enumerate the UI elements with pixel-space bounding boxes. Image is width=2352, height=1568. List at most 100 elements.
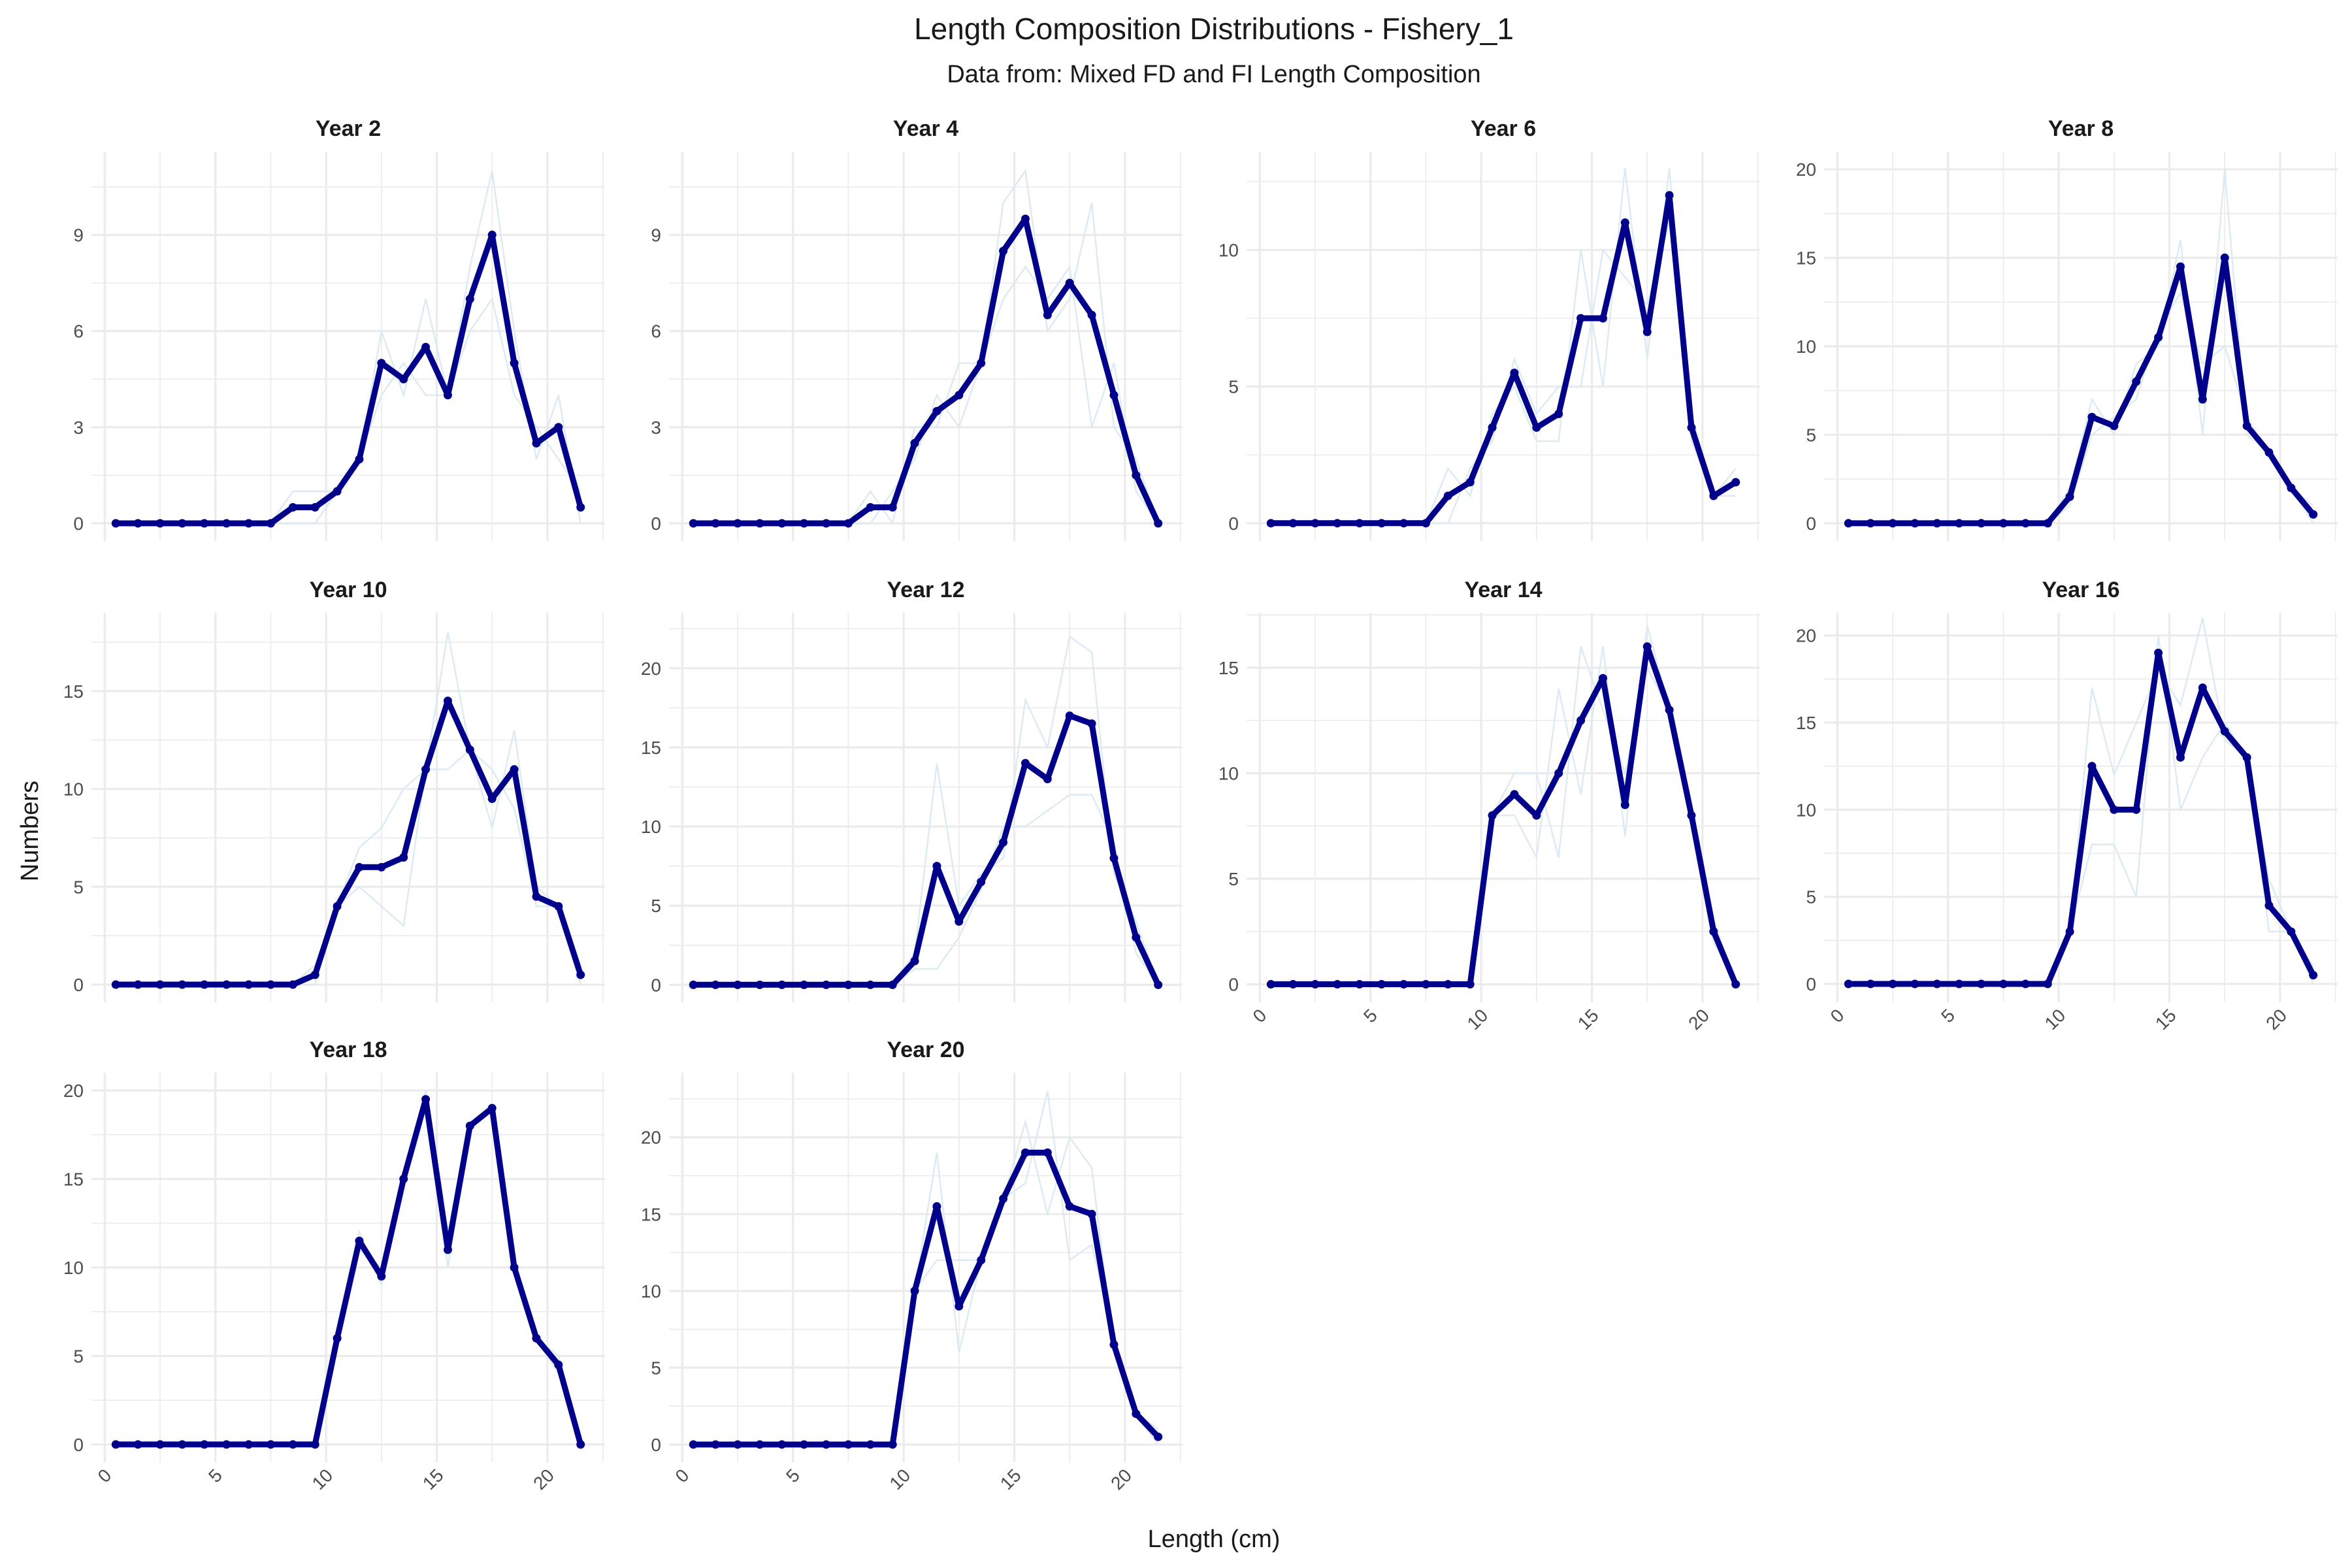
mean-data-point — [288, 980, 297, 989]
mean-data-point — [222, 980, 231, 989]
mean-data-point — [1065, 278, 1074, 287]
mean-data-point — [288, 502, 297, 512]
mean-data-point — [2110, 805, 2119, 814]
y-tick-label: 6 — [651, 321, 661, 342]
mean-data-point — [576, 1440, 585, 1449]
y-tick-label: 10 — [1796, 336, 1816, 357]
mean-data-point — [910, 438, 919, 448]
mean-data-point — [244, 980, 253, 989]
mean-data-point — [910, 956, 919, 966]
mean-data-point — [399, 1175, 408, 1184]
y-tick-label: 15 — [1218, 658, 1239, 678]
mean-data-point — [777, 1440, 787, 1449]
mean-data-point — [1443, 491, 1452, 500]
mean-data-point — [1333, 519, 1342, 528]
y-tick-label: 15 — [1796, 713, 1816, 733]
mean-data-point — [1132, 470, 1141, 480]
y-tick-label: 6 — [73, 321, 84, 342]
mean-data-point — [377, 359, 386, 368]
mean-data-point — [2132, 377, 2141, 386]
mean-data-point — [399, 853, 408, 862]
mean-data-point — [999, 838, 1008, 847]
panel-strip-label: Year 12 — [887, 578, 964, 602]
mean-data-point — [1154, 1432, 1163, 1441]
mean-data-point — [1399, 519, 1409, 528]
mean-data-point — [421, 342, 431, 351]
mean-data-point — [1844, 979, 1853, 988]
mean-data-point — [1087, 310, 1096, 319]
mean-data-point — [266, 980, 275, 989]
y-tick-label: 0 — [73, 514, 84, 534]
y-tick-label: 10 — [1796, 800, 1816, 820]
mean-data-point — [1399, 980, 1409, 989]
mean-data-point — [266, 1440, 275, 1449]
mean-data-point — [999, 1194, 1008, 1203]
mean-data-point — [2110, 421, 2119, 431]
mean-data-point — [888, 1440, 897, 1449]
mean-data-point — [1576, 314, 1586, 323]
mean-data-point — [822, 1440, 831, 1449]
y-tick-label: 20 — [641, 1128, 661, 1148]
panel-strip-label: Year 18 — [309, 1037, 387, 1062]
mean-data-point — [843, 519, 853, 528]
mean-data-point — [733, 1440, 742, 1449]
mean-data-point — [200, 1440, 209, 1449]
y-tick-label: 0 — [651, 514, 661, 534]
mean-data-point — [443, 391, 452, 400]
y-tick-label: 0 — [1228, 975, 1239, 995]
mean-data-point — [1021, 214, 1030, 223]
mean-data-point — [2242, 421, 2251, 431]
mean-data-point — [443, 696, 452, 706]
mean-data-point — [1065, 711, 1074, 720]
mean-data-point — [711, 519, 720, 528]
y-tick-label: 5 — [1228, 869, 1239, 889]
mean-data-point — [1288, 519, 1298, 528]
mean-data-point — [955, 917, 964, 926]
panel-strip-label: Year 2 — [316, 116, 381, 141]
mean-data-point — [1532, 423, 1541, 432]
mean-data-point — [178, 980, 187, 989]
mean-data-point — [932, 1202, 941, 1211]
mean-data-point — [1687, 423, 1696, 432]
mean-data-point — [2198, 683, 2207, 693]
mean-data-point — [333, 487, 342, 496]
mean-data-point — [1288, 980, 1298, 989]
mean-data-point — [266, 519, 275, 528]
mean-data-point — [244, 1440, 253, 1449]
y-tick-label: 10 — [641, 1281, 661, 1301]
mean-data-point — [1642, 642, 1652, 651]
panel-strip-label: Year 8 — [2048, 116, 2114, 141]
panel-strip-label: Year 16 — [2042, 578, 2119, 602]
mean-data-point — [1933, 519, 1942, 528]
mean-series-line — [690, 216, 1162, 527]
mean-data-point — [843, 980, 853, 989]
mean-data-point — [1977, 979, 1986, 988]
mean-data-point — [2043, 979, 2052, 988]
mean-data-point — [355, 1236, 364, 1245]
mean-data-point — [955, 1301, 964, 1311]
mean-data-point — [1910, 979, 1919, 988]
mean-data-point — [576, 502, 585, 512]
mean-data-point — [1132, 933, 1141, 942]
mean-data-point — [1888, 519, 1897, 528]
y-tick-label: 20 — [1796, 159, 1816, 180]
mean-series-line — [112, 698, 584, 988]
mean-data-point — [532, 438, 541, 448]
y-tick-label: 20 — [63, 1081, 84, 1101]
y-axis-title: Numbers — [16, 781, 44, 881]
mean-data-point — [1665, 706, 1674, 715]
mean-data-point — [888, 502, 897, 512]
mean-series-line — [1267, 192, 1739, 527]
mean-data-point — [1598, 314, 1607, 323]
mean-data-point — [200, 980, 209, 989]
mean-data-point — [1109, 391, 1119, 400]
mean-data-point — [1955, 519, 1964, 528]
mean-data-point — [532, 1333, 541, 1343]
y-tick-label: 9 — [73, 225, 84, 246]
mean-data-point — [888, 980, 897, 989]
mean-data-point — [2065, 927, 2074, 936]
y-tick-label: 10 — [641, 817, 661, 837]
y-tick-label: 10 — [1218, 764, 1239, 784]
